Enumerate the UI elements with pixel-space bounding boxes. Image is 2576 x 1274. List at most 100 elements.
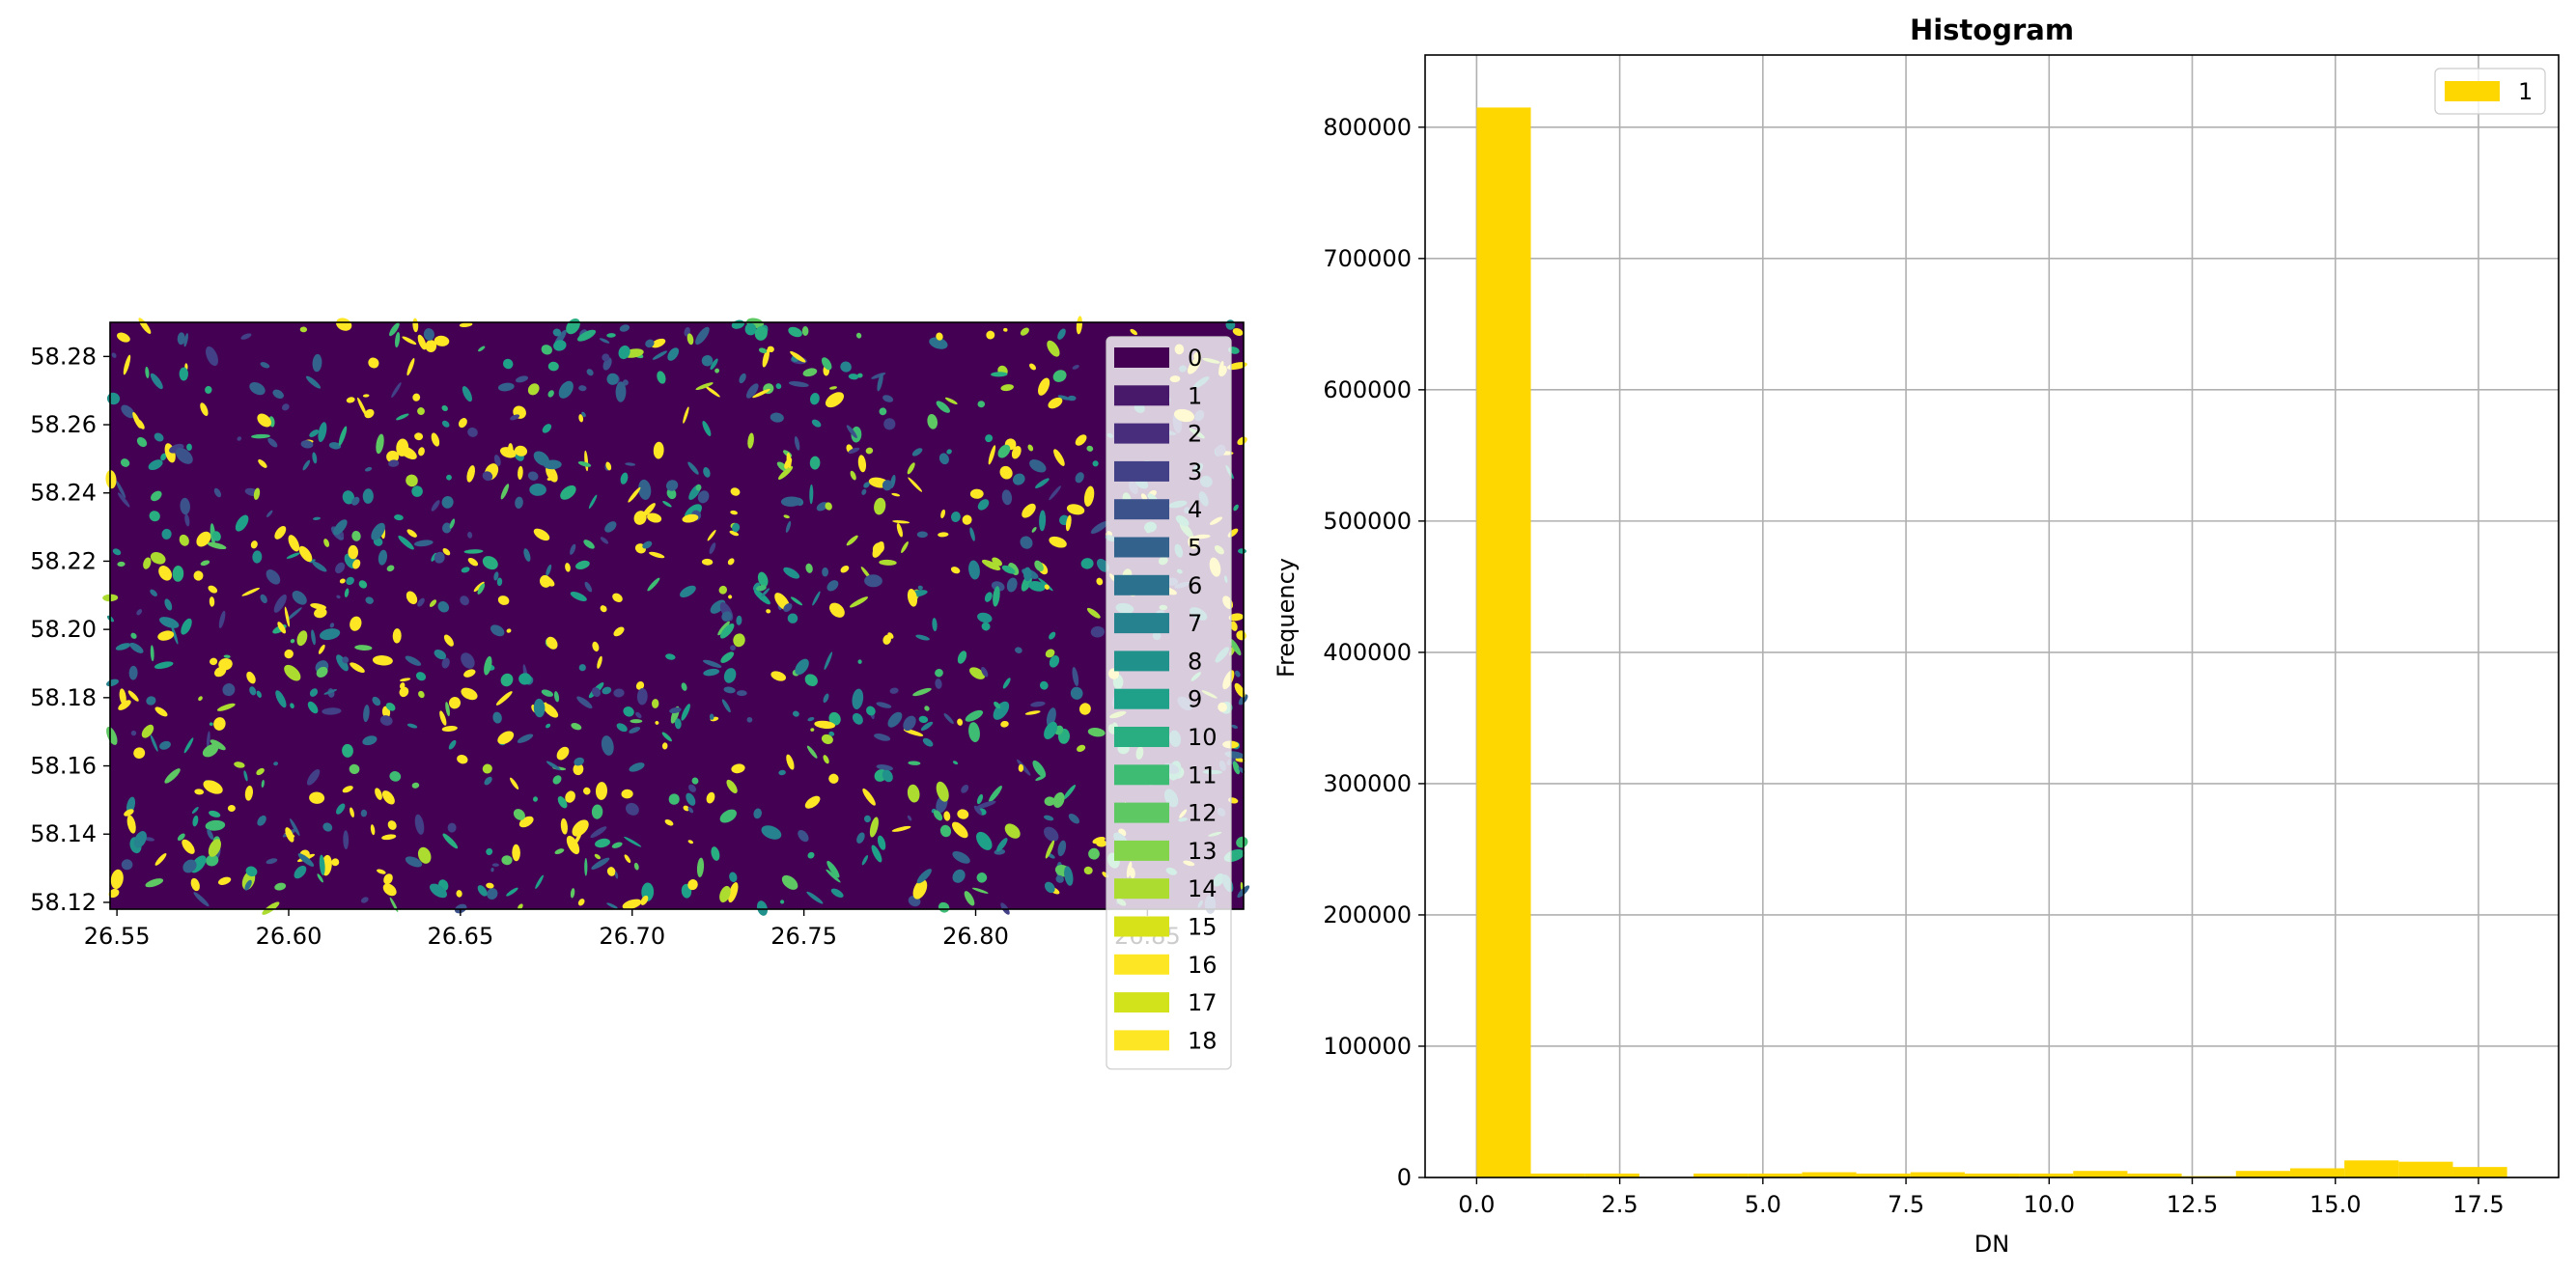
map-patch (703, 659, 722, 668)
histogram-bar (1476, 107, 1531, 1178)
histogram-x-tick-label: 17.5 (2452, 1191, 2504, 1218)
map-patch (1057, 840, 1067, 857)
map-patch (222, 683, 236, 697)
map-patch (314, 607, 327, 619)
histogram-bar (1856, 1173, 1911, 1177)
map-patch (977, 401, 986, 408)
map-patch (620, 472, 629, 485)
map-patch (936, 781, 949, 802)
map-legend-label: 18 (1188, 1027, 1218, 1054)
map-patch (383, 873, 393, 885)
map-patch (200, 560, 210, 567)
map-patch (706, 791, 715, 804)
map-patch (210, 657, 218, 666)
map-patch (417, 407, 425, 415)
map-patch (681, 704, 690, 721)
map-patch (752, 388, 770, 399)
map-patch (806, 745, 818, 759)
map-patch (825, 502, 832, 511)
map-patch (828, 731, 835, 736)
map-patch (210, 739, 226, 751)
map-patch (206, 854, 219, 867)
map-patch (936, 401, 950, 413)
map-patch (584, 581, 593, 593)
map-patch (406, 591, 418, 605)
map-patch (625, 462, 636, 466)
map-patch (117, 492, 130, 508)
map-patch (252, 550, 263, 564)
map-patch (565, 790, 575, 803)
map-patch (861, 855, 869, 866)
map-patch (466, 465, 475, 483)
histogram-bar (1694, 1173, 1749, 1177)
map-patch (1064, 866, 1074, 886)
map-patch (290, 703, 294, 709)
map-patch (249, 381, 266, 396)
map-patch (1055, 874, 1064, 883)
map-patch (628, 486, 641, 503)
map-patch (874, 734, 891, 741)
map-patch (726, 779, 738, 793)
map-patch (649, 551, 665, 559)
map-patch (1075, 434, 1087, 446)
map-patch (821, 357, 832, 371)
map-patch (273, 762, 279, 766)
map-patch (510, 414, 520, 421)
map-patch (191, 807, 199, 814)
map-patch (736, 615, 742, 625)
map-patch (541, 689, 554, 697)
map-patch (171, 624, 179, 645)
map-patch (110, 869, 124, 890)
map-patch (697, 490, 710, 504)
map-patch (666, 487, 677, 500)
map-patch (124, 809, 134, 817)
histogram-x-tick-label: 7.5 (1888, 1191, 1924, 1218)
map-patch (1011, 445, 1022, 459)
map-patch (150, 373, 163, 390)
map-patch (346, 576, 354, 586)
map-patch (245, 866, 258, 877)
map-patch (344, 588, 350, 597)
map-patch (619, 324, 630, 332)
histogram-bars (1476, 107, 2507, 1178)
map-patch (180, 497, 190, 515)
map-patch (491, 863, 499, 868)
map-patch (284, 664, 301, 681)
map-patch (629, 727, 641, 734)
map-legend-label: 1 (1188, 382, 1202, 409)
map-legend-label: 12 (1188, 800, 1218, 827)
map-patch (143, 557, 152, 569)
map-patch (286, 607, 302, 622)
map-patch (592, 641, 600, 652)
map-patch (584, 858, 588, 876)
map-patch (572, 819, 589, 837)
map-patch (848, 447, 860, 454)
map-patch (616, 723, 628, 733)
map-patch (986, 330, 995, 340)
map-patch (1048, 397, 1063, 409)
map-patch (371, 522, 385, 540)
map-legend-swatch (1114, 764, 1169, 786)
histogram-legend-label: 1 (2518, 78, 2533, 105)
map-x-tick-label: 26.70 (599, 923, 665, 950)
map-patch (1006, 577, 1018, 593)
map-patch (605, 461, 612, 471)
map-patch (443, 634, 454, 647)
map-patch (543, 703, 559, 718)
map-patch (577, 899, 585, 906)
map-patch (1031, 526, 1037, 533)
map-patch (506, 628, 512, 633)
map-patch (154, 852, 167, 866)
map-patch (1232, 328, 1244, 336)
map-patch (770, 671, 787, 681)
map-patch (151, 490, 162, 502)
map-patch (358, 580, 368, 589)
map-patch (319, 628, 341, 641)
map-patch (560, 485, 576, 500)
map-patch (192, 815, 199, 827)
map-patch (456, 890, 462, 898)
map-patch (957, 809, 969, 819)
map-patch (206, 346, 218, 367)
map-patch (645, 339, 655, 348)
map-patch (205, 819, 226, 831)
